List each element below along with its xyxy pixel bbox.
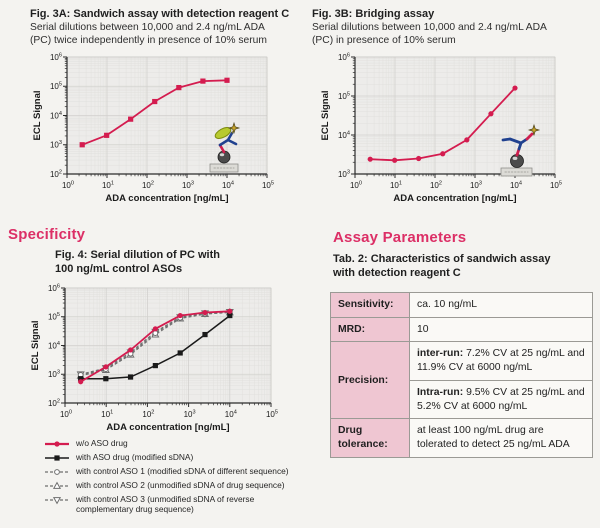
legend-marker-open-invtriangle-icon (45, 497, 69, 505)
svg-text:100: 100 (350, 181, 362, 190)
svg-text:103: 103 (338, 169, 350, 178)
legend-label: w/o ASO drug (76, 438, 128, 448)
svg-text:103: 103 (182, 181, 194, 190)
svg-text:ECL Signal: ECL Signal (30, 321, 41, 371)
legend-item-with-aso-drug: with ASO drug (modified sDNA) (44, 452, 311, 463)
fig3a-caption-block: Fig. 3A: Sandwich assay with detection r… (30, 7, 310, 47)
svg-text:104: 104 (338, 130, 350, 139)
fig3b-subtitle-line1: Serial dilutions between 10,000 and 2.4 … (312, 22, 547, 34)
legend-marker-black-square-icon (45, 455, 69, 461)
legend-item-control-aso-3: with control ASO 3 (unmodified sDNA of r… (44, 494, 311, 514)
svg-text:105: 105 (48, 312, 60, 321)
assay-parameters-table: Sensitivity: ca. 10 ng/mL MRD: 10 Precis… (330, 292, 593, 458)
sensitivity-label: Sensitivity: (330, 292, 410, 318)
svg-text:103: 103 (48, 370, 60, 379)
mrd-value: 10 (409, 316, 593, 343)
svg-text:104: 104 (225, 410, 237, 419)
table-row-drug-tolerance: Drug tolerance: at least 100 ng/mL drug … (330, 418, 593, 458)
inter-run-lead: inter-run: (417, 348, 464, 360)
legend-marker-open-triangle-icon (45, 481, 69, 489)
assay-parameters-heading: Assay Parameters (333, 229, 467, 246)
fig3a-title: Fig. 3A: Sandwich assay with detection r… (30, 8, 290, 20)
legend-marker-open-circle-icon (45, 469, 69, 475)
fig4-caption-block: Fig. 4: Serial dilution of PC with 100 n… (55, 248, 295, 276)
intra-run-text: 9.5% CV at 25 ng/mL and 5.2% CV at 6000 … (417, 386, 585, 412)
svg-text:105: 105 (50, 82, 62, 91)
fig4-chart: 100 101 102 103 104 105 102 103 104 105 106 ADA con… (30, 283, 278, 433)
svg-text:103: 103 (50, 140, 62, 149)
tab2-title-line1: Tab. 2: Characteristics of sandwich assa… (333, 253, 551, 265)
legend-label: with control ASO 1 (modified sDNA of dif… (76, 466, 289, 476)
fig4-title-line2: 100 ng/mL control ASOs (55, 263, 183, 276)
precision-intra-run-value: Intra-run: 9.5% CV at 25 ng/mL and 5.2% … (409, 379, 593, 420)
legend-label: with ASO drug (modified sDNA) (76, 452, 194, 462)
table-row-sensitivity: Sensitivity: ca. 10 ng/mL (330, 292, 593, 318)
intra-run-lead: Intra-run: (417, 386, 464, 398)
legend-item-control-aso-1: with control ASO 1 (modified sDNA of dif… (44, 466, 311, 477)
svg-text:102: 102 (430, 181, 442, 190)
fig3b-chart: 100 101 102 103 104 105 103 104 105 106 ADA concen… (320, 52, 562, 204)
legend-marker-red-circle-icon (45, 441, 69, 447)
mrd-label: MRD: (330, 316, 410, 343)
legend-item-wo-aso-drug: w/o ASO drug (44, 438, 311, 449)
svg-text:100: 100 (60, 410, 72, 419)
svg-text:ADA concentration [ng/mL]: ADA concentration [ng/mL] (393, 193, 516, 204)
svg-text:102: 102 (142, 410, 154, 419)
fig3a-subtitle-line2: (PC) twice independently in presence of … (30, 35, 267, 47)
svg-text:104: 104 (222, 181, 234, 190)
bridging-assay-icon (500, 123, 541, 177)
svg-text:102: 102 (142, 181, 154, 190)
svg-text:100: 100 (62, 181, 74, 190)
specificity-heading: Specificity (8, 226, 86, 243)
svg-text:ADA concentration [ng/mL]: ADA concentration [ng/mL] (106, 422, 229, 433)
svg-text:103: 103 (184, 410, 196, 419)
svg-text:105: 105 (550, 181, 562, 190)
sandwich-assay-icon (209, 121, 241, 173)
tab2-caption-block: Tab. 2: Characteristics of sandwich assa… (333, 252, 593, 280)
fig4-legend: w/o ASO drug with ASO drug (modified sDN… (44, 438, 311, 514)
sensitivity-value: ca. 10 ng/mL (409, 292, 593, 318)
svg-text:104: 104 (50, 111, 62, 120)
svg-text:101: 101 (390, 181, 402, 190)
inter-run-text: 7.2% CV at 25 ng/mL and 11.9% CV at 6000… (417, 348, 585, 374)
precision-label: Precision: (330, 341, 410, 420)
svg-text:102: 102 (50, 169, 62, 178)
legend-item-control-aso-2: with control ASO 2 (unmodified sDNA of d… (44, 480, 311, 491)
svg-text:ECL Signal: ECL Signal (320, 91, 331, 141)
table-row-precision-inter: Precision: inter-run: 7.2% CV at 25 ng/m… (330, 341, 593, 420)
legend-label: with control ASO 2 (unmodified sDNA of d… (76, 480, 285, 490)
fig3b-title: Fig. 3B: Bridging assay (312, 8, 435, 20)
svg-text:105: 105 (266, 410, 278, 419)
table-row-mrd: MRD: 10 (330, 316, 593, 343)
table-row-precision-intra: Intra-run: 9.5% CV at 25 ng/mL and 5.2% … (331, 379, 593, 420)
svg-text:ECL Signal: ECL Signal (32, 91, 43, 141)
drug-tolerance-label: Drug tolerance: (330, 418, 410, 458)
fig4-title-line1: Fig. 4: Serial dilution of PC with (55, 249, 220, 261)
svg-text:106: 106 (50, 52, 62, 61)
fig3a-subtitle-line1: Serial dilutions between 10,000 and 2.4 … (30, 22, 265, 34)
svg-text:102: 102 (48, 398, 60, 407)
svg-text:103: 103 (470, 181, 482, 190)
precision-inter-run-value: inter-run: 7.2% CV at 25 ng/mL and 11.9%… (409, 341, 593, 381)
svg-text:105: 105 (262, 181, 274, 190)
fig3b-subtitle-line2: (PC) in presence of 10% serum (312, 35, 456, 47)
tab2-title-line2: with detection reagent C (333, 267, 461, 280)
drug-tolerance-value: at least 100 ng/mL drug are tolerated to… (409, 418, 593, 458)
legend-label: with control ASO 3 (unmodified sDNA of r… (76, 494, 255, 515)
fig3b-caption-block: Fig. 3B: Bridging assay Serial dilutions… (312, 7, 592, 47)
svg-text:104: 104 (48, 341, 60, 350)
svg-text:101: 101 (101, 410, 113, 419)
svg-text:ADA concentration [ng/mL]: ADA concentration [ng/mL] (105, 193, 228, 204)
svg-text:105: 105 (338, 91, 350, 100)
fig3a-chart: 100 101 102 103 104 105 102 103 104 105 106 ADA con… (32, 52, 274, 204)
svg-text:106: 106 (48, 283, 60, 292)
svg-text:101: 101 (102, 181, 114, 190)
svg-text:104: 104 (510, 181, 522, 190)
svg-text:106: 106 (338, 52, 350, 61)
